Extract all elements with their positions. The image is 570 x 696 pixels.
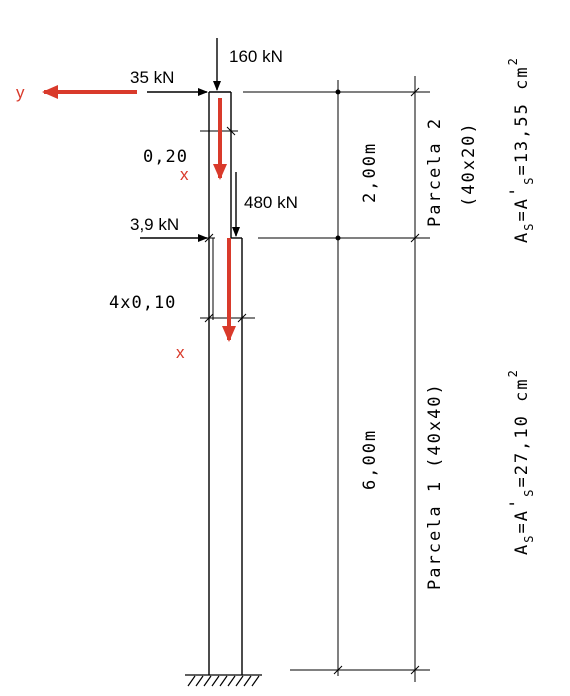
axis-arrows (42, 85, 236, 342)
x-axis-label-lower: x (176, 343, 185, 362)
mid-axial-load-label: 480 kN (244, 193, 298, 212)
upper-parcel-section: (40x20) (459, 121, 479, 207)
upper-height-label: 2,00m (360, 142, 380, 203)
x-axis-label-upper: x (180, 165, 189, 184)
top-lateral-load-label: 35 kN (130, 68, 174, 87)
mid-lateral-load-label: 3,9 kN (130, 215, 179, 234)
lower-parcel-label: Parcela 1(40x40) (425, 382, 445, 590)
fixed-support (185, 674, 262, 687)
upper-parcel-name: Parcela 2 (425, 117, 445, 227)
lower-height-label: 6,00m (360, 429, 380, 490)
lower-reinforcement-label: AS=A'S=27,10 cm2 (506, 368, 536, 555)
column-structure (208, 91, 243, 675)
upper-reinforcement-label: AS=A'S=13,55 cm2 (506, 56, 536, 243)
level-lines (243, 76, 430, 682)
top-axial-load-label: 160 kN (229, 47, 283, 66)
load-arrows (140, 38, 240, 242)
lower-offset-label: 4x0,10 (109, 293, 176, 313)
y-axis-label: y (16, 83, 25, 102)
upper-offset-label: 0,20 (143, 147, 188, 167)
